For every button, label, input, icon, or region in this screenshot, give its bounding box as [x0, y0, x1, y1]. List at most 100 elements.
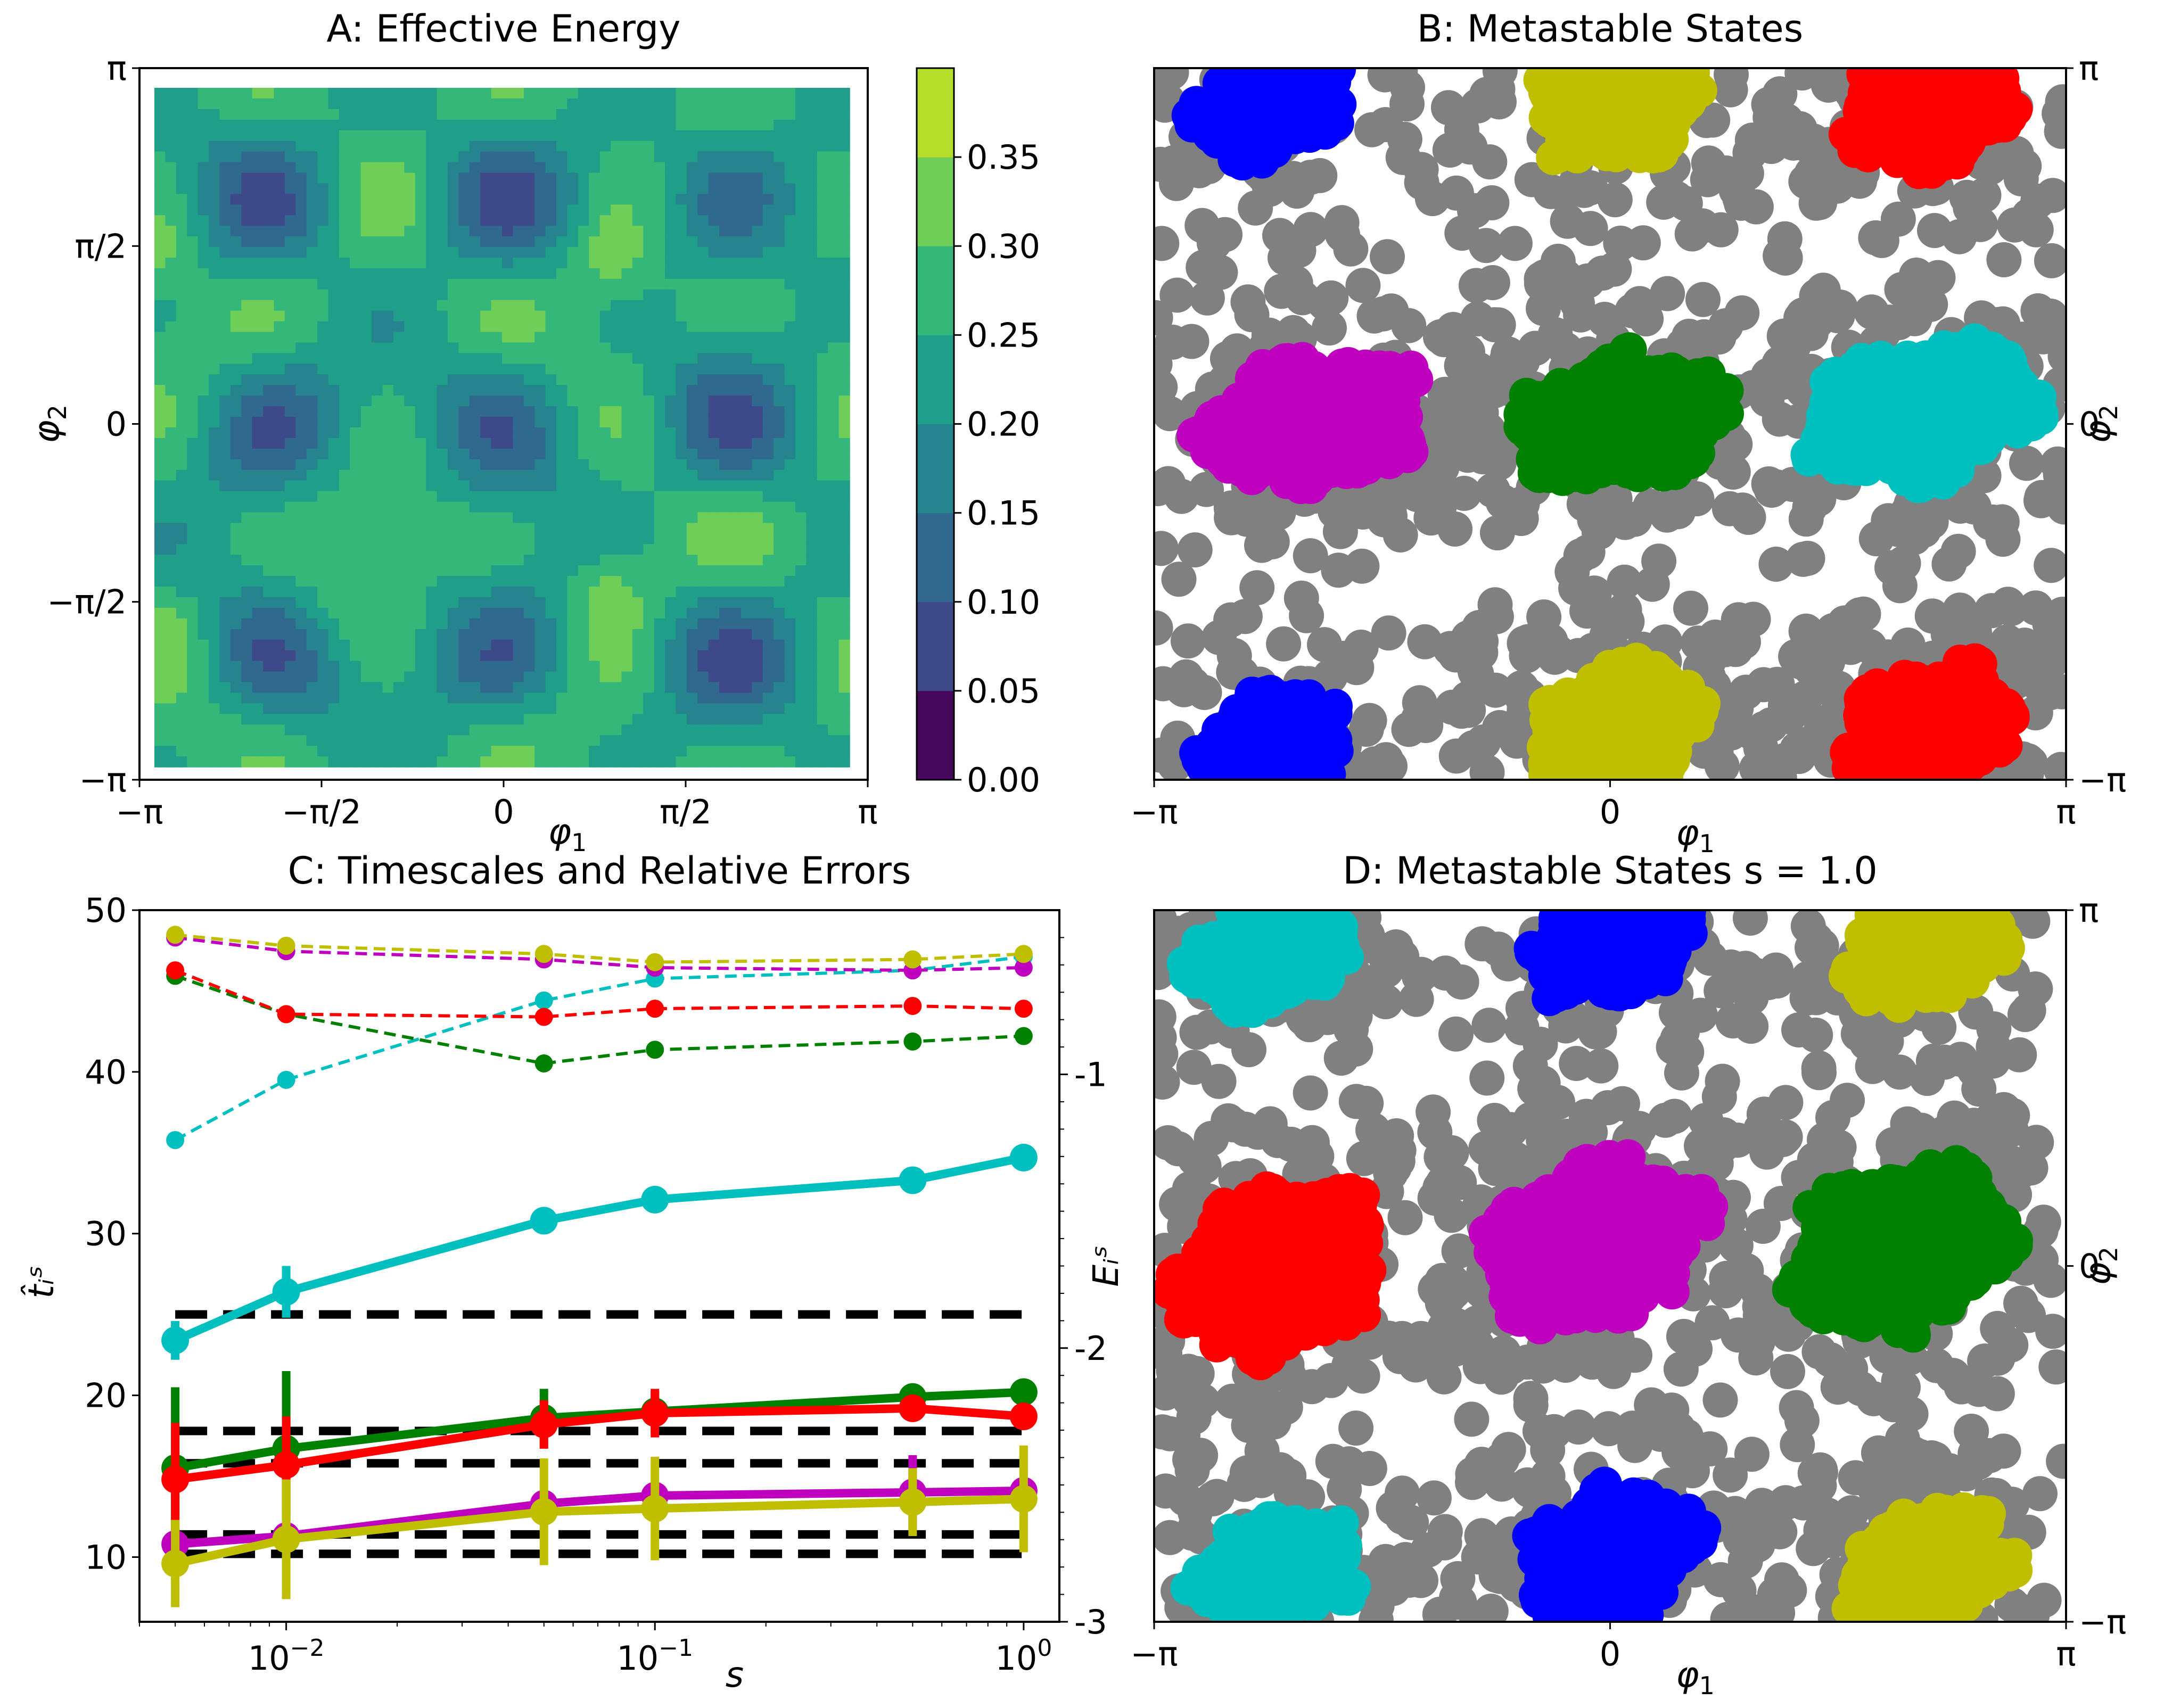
energy-cell [393, 364, 405, 375]
energy-cell [774, 226, 785, 237]
energy-cell [252, 682, 264, 694]
energy-cell [360, 417, 372, 428]
energy-cell [317, 512, 329, 524]
energy-cell [632, 289, 644, 301]
energy-cell [198, 321, 209, 333]
energy-cell [534, 385, 546, 396]
energy-cell [469, 714, 481, 725]
energy-cell [838, 724, 850, 736]
energy-cell [686, 438, 698, 449]
energy-cell [241, 629, 253, 640]
energy-cell [469, 300, 481, 311]
energy-cell [404, 395, 416, 407]
energy-cell [198, 172, 209, 184]
energy-cell [838, 629, 850, 640]
energy-cell [382, 395, 394, 407]
energy-cell [263, 162, 275, 174]
energy-cell [740, 130, 753, 142]
energy-cell [458, 724, 470, 736]
energy-cell [697, 639, 709, 651]
energy-cell [817, 587, 828, 598]
energy-cell [458, 183, 470, 195]
energy-cell [665, 650, 677, 662]
energy-cell [372, 629, 383, 640]
energy-cell [762, 438, 774, 449]
energy-cell [719, 364, 731, 375]
energy-cell [415, 746, 426, 757]
energy-cell [752, 448, 763, 460]
energy-cell [382, 310, 394, 322]
energy-cell [556, 427, 568, 439]
energy-cell [578, 629, 590, 640]
energy-cell [611, 682, 622, 694]
energy-cell [838, 427, 850, 439]
energy-cell [263, 756, 275, 768]
energy-cell [502, 342, 514, 354]
transition-point [1154, 68, 1180, 87]
energy-cell [621, 194, 633, 205]
energy-cell [654, 587, 665, 598]
energy-cell [252, 119, 264, 131]
x-axis-label: φ1 [548, 811, 587, 857]
energy-cell [740, 661, 753, 672]
energy-cell [491, 278, 503, 290]
energy-cell [252, 141, 264, 152]
energy-cell [209, 650, 220, 662]
energy-cell [817, 289, 828, 301]
energy-cell [230, 491, 242, 502]
energy-cell [730, 501, 742, 513]
energy-cell [372, 215, 383, 226]
energy-cell [523, 714, 536, 725]
energy-cell [241, 151, 253, 163]
energy-cell [599, 130, 611, 142]
energy-cell [437, 321, 448, 333]
energy-cell [621, 247, 633, 258]
energy-cell [437, 671, 448, 683]
energy-cell [795, 300, 807, 311]
transition-point [1790, 541, 1825, 576]
energy-cell [632, 119, 644, 131]
energy-cell [806, 172, 818, 184]
energy-cell [350, 88, 361, 99]
energy-cell [339, 374, 351, 386]
energy-cell [360, 321, 372, 333]
energy-cell [578, 714, 590, 725]
energy-cell [306, 289, 318, 301]
energy-cell [393, 342, 405, 354]
energy-cell [415, 671, 426, 683]
colorbar-tick-label: 0.05 [967, 672, 1040, 711]
energy-cell [686, 278, 698, 290]
energy-cell [534, 406, 546, 417]
energy-cell [752, 735, 763, 746]
energy-cell [632, 533, 644, 545]
energy-cell [187, 332, 199, 343]
energy-cell [752, 459, 763, 471]
energy-cell [784, 98, 796, 110]
energy-cell [263, 183, 275, 195]
energy-cell [415, 756, 426, 768]
energy-cell [306, 544, 318, 556]
energy-cell [382, 278, 394, 290]
energy-cell [491, 226, 503, 237]
energy-cell [252, 714, 264, 725]
energy-cell [306, 172, 318, 184]
energy-cell [534, 491, 546, 502]
energy-cell [360, 109, 372, 120]
energy-cell [556, 321, 568, 333]
energy-cell [795, 310, 807, 322]
energy-cell [740, 289, 753, 301]
energy-cell [328, 480, 340, 492]
energy-cell [252, 565, 264, 576]
energy-cell [306, 321, 318, 333]
energy-cell [187, 194, 199, 205]
energy-cell [154, 501, 166, 513]
energy-cell [176, 544, 188, 556]
energy-cell [209, 406, 220, 417]
energy-cell [784, 268, 796, 279]
energy-cell [176, 703, 188, 715]
energy-cell [393, 109, 405, 120]
energy-cell [230, 247, 242, 258]
energy-cell [523, 576, 536, 587]
energy-cell [339, 587, 351, 598]
energy-cell [752, 714, 763, 725]
